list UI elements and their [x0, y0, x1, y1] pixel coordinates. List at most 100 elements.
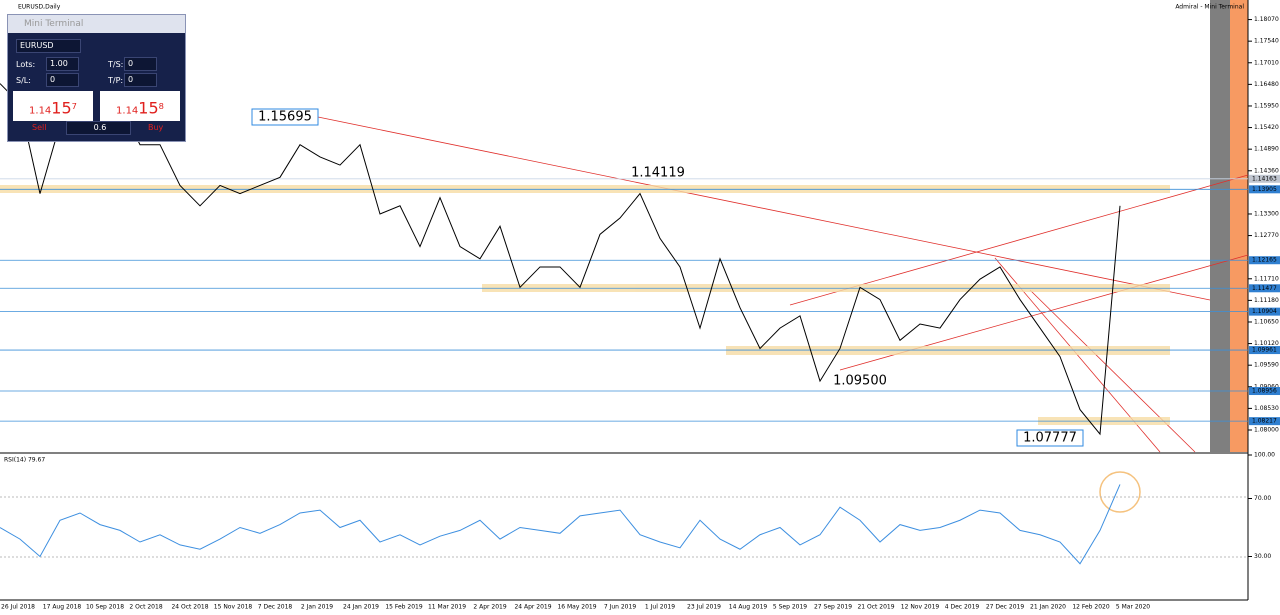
annotation: 1.09500: [833, 374, 887, 389]
x-tick-label: 5 Mar 2020: [1116, 604, 1150, 611]
y-tick-label: 1.13300: [1254, 210, 1279, 217]
x-tick-label: 2 Jan 2019: [301, 604, 333, 611]
x-tick-label: 24 Apr 2019: [514, 604, 551, 611]
mini-terminal: Mini Terminal EURUSD Lots: 1.00 T/S: 0 S…: [7, 14, 186, 142]
x-tick-label: 21 Oct 2019: [857, 604, 894, 611]
annotation-box: [1016, 429, 1084, 447]
y-tick-label: 1.08000: [1254, 426, 1279, 433]
level-label: 1.09961: [1252, 347, 1277, 354]
price-line: [0, 83, 1121, 436]
y-tick-label: 1.08530: [1254, 405, 1279, 412]
y-tick-label: 100.00: [1254, 452, 1275, 459]
zones: [0, 185, 1170, 425]
sell-button[interactable]: Sell: [32, 123, 47, 132]
price: 1.14: [29, 105, 52, 117]
x-tick-label: 17 Aug 2018: [43, 604, 82, 611]
x-tick-label: 12 Feb 2020: [1072, 604, 1110, 611]
buy-button[interactable]: Buy: [148, 123, 164, 132]
x-tick-label: 24 Jan 2019: [343, 604, 379, 611]
lots-input[interactable]: 1.00: [46, 57, 79, 71]
x-tick-label: 24 Oct 2018: [171, 604, 208, 611]
x-tick-label: 11 Mar 2019: [428, 604, 466, 611]
x-tick-label: 16 May 2019: [557, 604, 596, 611]
ts-input[interactable]: 0: [124, 57, 157, 71]
price: 8: [158, 101, 164, 111]
sell-price[interactable]: 1.14157: [13, 91, 93, 121]
x-tick-label: 7 Dec 2018: [258, 604, 293, 611]
x-tick-label: 26 Jul 2018: [1, 604, 35, 611]
label: T/S:: [108, 60, 124, 69]
y-tick-label: 1.18070: [1254, 16, 1279, 23]
x-tick-label: 21 Jan 2020: [1030, 604, 1066, 611]
x-tick-label: 7 Jun 2019: [604, 604, 636, 611]
y-tick-label: 1.14890: [1254, 146, 1279, 153]
zone: [726, 346, 1170, 355]
y-tick-label: 1.10120: [1254, 340, 1279, 347]
y-tick-label: 70.00: [1254, 495, 1271, 502]
rsi-title: RSI(14) 79.67: [4, 457, 45, 464]
x-tick-label: 10 Sep 2018: [86, 604, 124, 611]
trend-line: [1029, 289, 1196, 453]
price: 15: [51, 98, 72, 118]
level-tag: [1249, 417, 1280, 426]
annotation: 1.15695: [258, 110, 312, 125]
spread: 0.6: [66, 121, 131, 135]
gray-zone: [1210, 0, 1230, 452]
x-tick-label: 23 Jul 2019: [687, 604, 721, 611]
y-tick-label: 1.17540: [1254, 38, 1279, 45]
level-tag: [1249, 387, 1280, 396]
tp-input[interactable]: 0: [124, 73, 157, 87]
x-tick-label: 15 Nov 2018: [214, 604, 253, 611]
y-tick-label: 30.00: [1254, 553, 1271, 560]
trend-line: [317, 116, 1211, 301]
level-tag: [1249, 284, 1280, 293]
level-tag: [1249, 174, 1280, 183]
y-tick-label: 1.14360: [1254, 167, 1279, 174]
x-tick-label: 27 Sep 2019: [814, 604, 852, 611]
trend-line: [789, 174, 1249, 306]
y-tick-label: 1.11180: [1254, 297, 1279, 304]
y-tick-label: 1.10650: [1254, 318, 1279, 325]
annotation: 1.07777: [1023, 431, 1077, 446]
x-tick-label: 2 Oct 2018: [129, 604, 162, 611]
level-tag: [1249, 185, 1280, 194]
orange-zone: [1230, 0, 1248, 452]
rsi-line: [0, 484, 1121, 565]
label: Lots:: [16, 60, 36, 69]
x-tick-label: 5 Sep 2019: [773, 604, 807, 611]
level-tag: [1249, 346, 1280, 355]
x-tick-label: 14 Aug 2019: [729, 604, 768, 611]
symbol-select[interactable]: EURUSD: [16, 39, 81, 53]
level-label: 1.11477: [1252, 285, 1277, 292]
level-label: 1.08956: [1252, 388, 1277, 395]
label: T/P:: [108, 76, 124, 85]
y-tick-label: 1.16480: [1254, 81, 1279, 88]
price: 15: [138, 98, 159, 118]
y-tick-label: 1.09590: [1254, 362, 1279, 369]
y-tick-label: 1.17010: [1254, 59, 1279, 66]
annotation-box: [251, 108, 319, 126]
level-label: 1.12165: [1252, 257, 1277, 264]
sl-input[interactable]: 0: [46, 73, 79, 87]
level-tag: [1249, 307, 1280, 316]
y-tick-label: 1.12770: [1254, 232, 1279, 239]
price: 1.14: [116, 105, 139, 117]
window-title: EURUSD,Daily: [18, 4, 61, 11]
level-label: 1.14163: [1252, 175, 1277, 182]
buy-price[interactable]: 1.14158: [100, 91, 180, 121]
x-tick-label: 27 Dec 2019: [986, 604, 1025, 611]
x-tick-label: 2 Apr 2019: [473, 604, 506, 611]
level-label: 1.10904: [1252, 308, 1277, 315]
x-tick-label: 4 Dec 2019: [945, 604, 980, 611]
y-tick-label: 1.11710: [1254, 275, 1279, 282]
x-tick-label: 1 Jul 2019: [645, 604, 675, 611]
y-tick-label: 1.15950: [1254, 102, 1279, 109]
mini-terminal-title: Mini Terminal: [8, 15, 185, 33]
annotation: 1.14119: [631, 166, 685, 181]
level-label: 1.13905: [1252, 186, 1277, 193]
label: S/L:: [16, 76, 31, 85]
level-label: 1.08217: [1252, 418, 1277, 425]
brand: Admiral - Mini Terminal: [1175, 4, 1244, 11]
